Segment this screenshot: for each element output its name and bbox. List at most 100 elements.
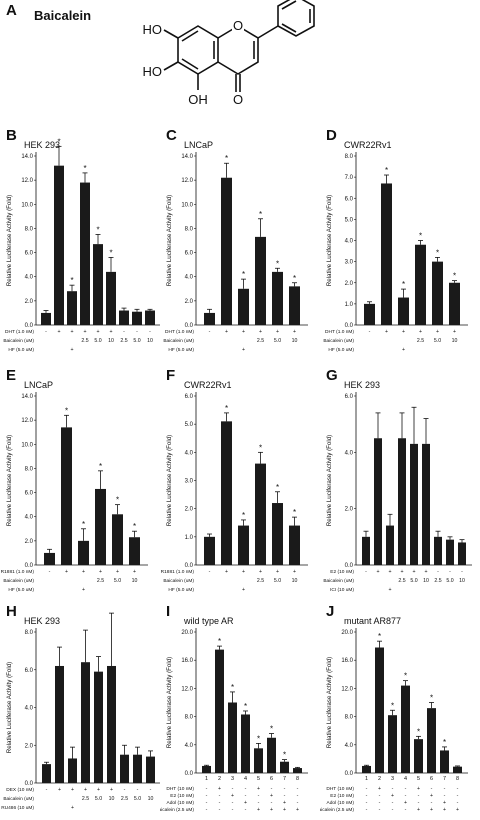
treatment-cell: -: [136, 329, 138, 335]
treatment-row-label: ICI (10 uM): [330, 587, 354, 593]
y-tick-label: 8.0: [25, 466, 34, 472]
treatment-cell: +: [412, 569, 415, 575]
significance-star-4: *: [419, 232, 422, 241]
treatment-cell: -: [431, 800, 433, 806]
treatment-cell: -: [297, 800, 299, 806]
treatment-cell: +: [97, 787, 100, 793]
panel-title: wild type AR: [183, 616, 234, 626]
treatment-cell: -: [245, 786, 247, 792]
chart-panel-b: B HEK 293 Relative Luciferase Activity (Fo…: [3, 127, 160, 353]
significance-star-5: *: [96, 225, 99, 234]
treatment-cell: 10: [147, 338, 153, 344]
treatment-row-label: DHT (1.0 nM): [325, 329, 354, 335]
treatment-cell: +: [71, 787, 74, 793]
treatment-cell: -: [219, 800, 221, 806]
y-axis-label: Relative Luciferase Activity (Fold): [326, 657, 333, 748]
y-tick-label: 8.0: [25, 226, 34, 232]
treatment-row-label: DHT (1.0 nM): [5, 329, 34, 335]
treatment-cell: 2.5: [417, 338, 424, 344]
treatment-row-label: HF (5.0 uM): [168, 347, 194, 353]
y-tick-label: 6.0: [25, 668, 34, 674]
treatment-cell: 10: [423, 578, 429, 584]
bar-5: [94, 671, 103, 783]
treatment-cell: +: [259, 329, 262, 335]
treatment-cell: -: [271, 786, 273, 792]
treatment-cell: 10: [452, 338, 458, 344]
y-tick-label: 10.0: [21, 442, 33, 448]
treatment-cell: +: [270, 793, 273, 799]
y-tick-label: 4.0: [185, 450, 194, 456]
treatment-cell: +: [424, 569, 427, 575]
y-axis-label: Relative Luciferase Activity (Fold): [326, 435, 333, 526]
y-tick-label: 4.0: [25, 706, 34, 712]
treatment-row-label: DEX (10 nM): [6, 787, 34, 793]
y-tick-label: 2.0: [25, 743, 34, 749]
treatment-row-label: HF (5.0 uM): [8, 347, 34, 353]
y-axis-label: Relative Luciferase Activity (Fold): [6, 435, 13, 526]
bar-1: [204, 536, 215, 565]
panel-title: LNCaP: [24, 380, 53, 390]
panel-title: mutant AR877: [344, 616, 401, 626]
bar-6: [129, 537, 140, 565]
treatment-cell: 5.0: [446, 578, 453, 584]
bar-6: [289, 286, 300, 325]
treatment-cell: +: [402, 347, 405, 353]
panel-title: CWR22Rv1: [344, 140, 392, 150]
bar-7: [120, 754, 129, 783]
treatment-cell: -: [206, 793, 208, 799]
significance-star-5: *: [276, 259, 279, 268]
bar-3: [67, 291, 77, 325]
treatment-cell: +: [99, 569, 102, 575]
treatment-cell: -: [258, 800, 260, 806]
y-tick-label: 4.0: [185, 275, 194, 281]
treatment-row-label: HF (5.0 uM): [8, 587, 34, 593]
treatment-cell: -: [271, 800, 273, 806]
y-axis-label: Relative Luciferase Activity (Fold): [326, 195, 333, 286]
significance-star-3: *: [242, 270, 245, 279]
treatment-cell: -: [258, 793, 260, 799]
y-tick-label: 12.0: [21, 418, 33, 424]
treatment-cell: -: [366, 793, 368, 799]
panel-title: CWR22Rv1: [184, 380, 232, 390]
treatment-cell: -: [245, 793, 247, 799]
lane-number: 8: [296, 776, 299, 782]
y-tick-label: 0.0: [25, 323, 34, 329]
panel-label: B: [6, 127, 17, 144]
treatment-cell: +: [276, 329, 279, 335]
significance-star-5: *: [257, 734, 260, 743]
significance-star-4: *: [99, 462, 102, 471]
chart-panel-f: F CWR22Rv1 Relative Luciferase Activity (F…: [161, 367, 308, 593]
treatment-cell: +: [225, 569, 228, 575]
significance-star-4: *: [259, 210, 262, 219]
treatment-row-label: R1881 (1.0 nM): [1, 569, 35, 575]
treatment-cell: -: [405, 793, 407, 799]
y-tick-label: 12.0: [341, 686, 353, 692]
treatment-cell: -: [392, 786, 394, 792]
ring-b: [277, 0, 315, 37]
treatment-cell: -: [457, 786, 459, 792]
y-tick-label: 10.0: [181, 202, 193, 208]
treatment-cell: +: [58, 787, 61, 793]
y-tick-label: 10.0: [21, 202, 33, 208]
treatment-cell: +: [71, 805, 74, 811]
significance-star-6: *: [293, 508, 296, 517]
treatment-cell: +: [430, 807, 433, 813]
bar-1: [202, 765, 211, 773]
bar-5: [272, 503, 283, 565]
significance-star-5: *: [436, 248, 439, 257]
bar-1: [362, 765, 371, 773]
significance-star-6: *: [133, 522, 136, 531]
bar-2: [215, 649, 224, 773]
lane-number: 5: [257, 776, 260, 782]
treatment-cell: +: [402, 329, 405, 335]
treatment-cell: +: [259, 569, 262, 575]
treatment-cell: 2.5: [121, 796, 128, 802]
bar-9: [146, 756, 155, 783]
treatment-row-label: Baicalein (uM): [3, 578, 34, 584]
hydroxyl-6: HO: [143, 64, 163, 79]
treatment-row-label: Adol (10 nM): [327, 800, 355, 806]
treatment-cell: 5.0: [410, 578, 417, 584]
significance-star-5: *: [276, 483, 279, 492]
treatment-row-label: Baicalein (2.5 uM): [320, 807, 354, 813]
treatment-cell: +: [417, 807, 420, 813]
